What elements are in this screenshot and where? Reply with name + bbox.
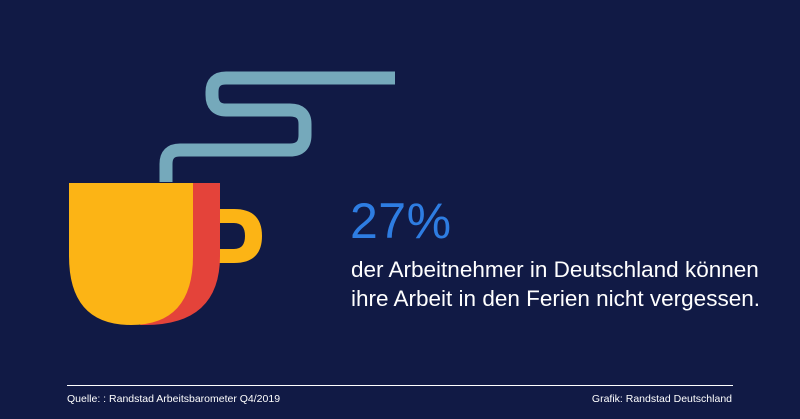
graphic-credit: Grafik: Randstad Deutschland — [591, 393, 732, 405]
cup-handle-icon — [216, 209, 262, 263]
stat-description: der Arbeitnehmer in Deutschland können i… — [351, 257, 760, 311]
source-note: Quelle: : Randstad Arbeitsbarometer Q4/2… — [67, 393, 281, 405]
footer-divider — [67, 385, 733, 386]
stat-percentage: 27% — [350, 193, 452, 249]
steam-icon — [159, 71, 395, 182]
cup-body-icon — [69, 183, 193, 325]
